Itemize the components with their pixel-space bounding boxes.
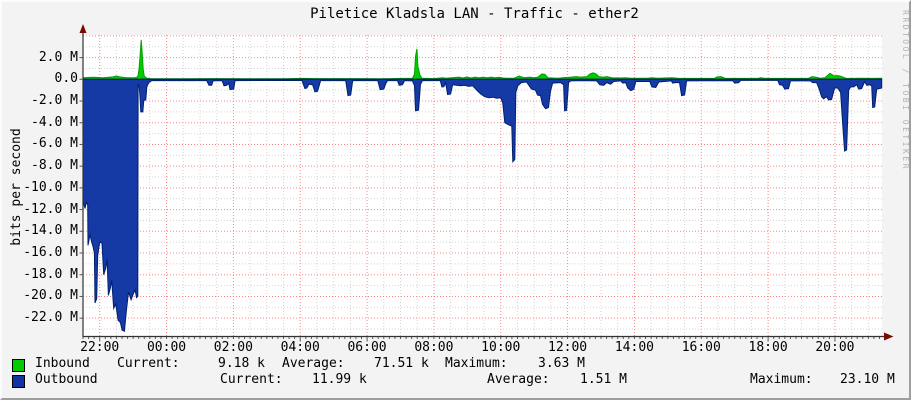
rrdtool-watermark: RRDTOOL / TOBI OETIKER	[901, 10, 910, 171]
x-tick-label: 14:00	[614, 340, 654, 355]
y-tick-label: -18.0 M	[23, 266, 78, 282]
y-tick-label: 2.0 M	[38, 49, 78, 65]
graph-title: Piletice Kladsla LAN - Traffic - ether2	[310, 6, 639, 22]
inbound-current-label: Current:	[117, 356, 180, 371]
x-tick-label: 22:00	[80, 340, 120, 355]
x-tick-label: 16:00	[681, 340, 721, 355]
x-tick-label: 06:00	[347, 340, 387, 355]
y-tick-label: -2.0 M	[31, 93, 78, 108]
y-tick-label: -6.0 M	[31, 136, 78, 152]
x-tick-label: 20:00	[815, 340, 855, 355]
outbound-maximum-label: Maximum:	[750, 372, 813, 387]
x-tick-label: 04:00	[280, 340, 320, 355]
outbound-current-value: 11.99 k	[312, 372, 367, 387]
y-tick-label: 0.0	[54, 71, 78, 87]
x-tick-label: 18:00	[748, 340, 788, 355]
x-tick-label: 02:00	[213, 340, 253, 355]
y-tick-label: -8.0 M	[31, 158, 78, 174]
x-tick-label: 00:00	[146, 340, 187, 355]
y-tick-label: -14.0 M	[23, 223, 78, 239]
x-tick-label: 08:00	[414, 340, 454, 355]
inbound-current-value: 9.18 k	[218, 356, 265, 371]
outbound-current-label: Current:	[220, 372, 283, 387]
y-tick-label: -16.0 M	[23, 245, 78, 260]
inbound-maximum-value: 3.63 M	[538, 356, 585, 371]
x-tick-label: 10:00	[481, 340, 521, 355]
inbound-average-value: 71.51 k	[374, 356, 429, 371]
outbound-average-value: 1.51 M	[580, 372, 627, 387]
y-tick-label: -10.0 M	[23, 179, 78, 195]
inbound-average-label: Average:	[282, 356, 345, 371]
y-tick-label: -22.0 M	[23, 310, 78, 326]
x-tick-label: 12:00	[548, 340, 588, 355]
outbound-legend-name: Outbound	[35, 372, 98, 387]
outbound-average-label: Average:	[487, 372, 550, 387]
y-tick-label: -20.0 M	[23, 288, 78, 304]
inbound-maximum-label: Maximum:	[445, 356, 508, 371]
y-tick-label: -4.0 M	[31, 114, 78, 130]
y-tick-label: -12.0 M	[23, 201, 78, 217]
outbound-maximum-value: 23.10 M	[840, 372, 895, 387]
inbound-swatch	[12, 359, 25, 372]
inbound-legend-name: Inbound	[35, 356, 90, 371]
outbound-swatch	[12, 375, 25, 388]
